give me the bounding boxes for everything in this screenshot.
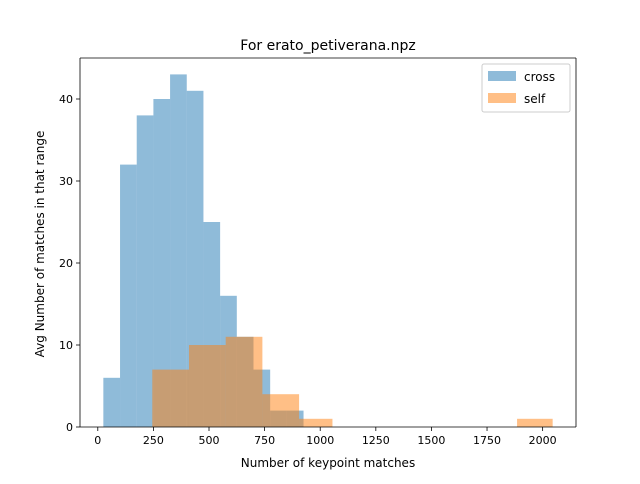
legend-label-cross: cross	[524, 70, 555, 84]
plot-area	[103, 74, 553, 428]
y-tick-label: 20	[59, 257, 73, 270]
x-tick-label: 1500	[417, 434, 445, 447]
x-tick-label: 0	[94, 434, 101, 447]
x-tick-label: 1000	[306, 434, 334, 447]
bar-self	[262, 394, 300, 427]
x-tick-label: 750	[254, 434, 275, 447]
bar-self	[225, 336, 263, 427]
bar-cross	[170, 74, 187, 428]
y-tick-label: 30	[59, 175, 73, 188]
bar-cross	[103, 377, 121, 427]
bar-self	[188, 345, 226, 427]
bar-self	[299, 418, 333, 427]
x-tick-label: 2000	[529, 434, 557, 447]
legend: cross self	[481, 63, 571, 113]
legend-swatch-cross	[488, 71, 516, 81]
x-tick-label: 250	[143, 434, 164, 447]
axes: 0 250 500 750 1000 1250 1500 1750 2000 0 10 20 30 40	[59, 57, 577, 447]
bar-cross	[153, 99, 171, 427]
x-tick-label: 1750	[473, 434, 501, 447]
series-self	[152, 336, 553, 427]
legend-label-self: self	[524, 92, 546, 106]
y-tick-label: 10	[59, 339, 73, 352]
x-axis-label: Number of keypoint matches	[241, 456, 415, 470]
bar-cross	[186, 90, 204, 428]
bar-cross	[120, 164, 137, 427]
bar-cross	[136, 115, 154, 428]
y-axis-label: Avg Number of matches in that range	[33, 131, 47, 358]
bar-self	[152, 369, 189, 427]
x-tick-label: 1250	[362, 434, 390, 447]
legend-swatch-self	[488, 93, 516, 103]
y-tick-label: 0	[66, 421, 73, 434]
chart-title: For erato_petiverana.npz	[240, 38, 415, 54]
x-tick-label: 500	[199, 434, 220, 447]
y-tick-label: 40	[59, 93, 73, 106]
bar-self	[517, 418, 553, 427]
